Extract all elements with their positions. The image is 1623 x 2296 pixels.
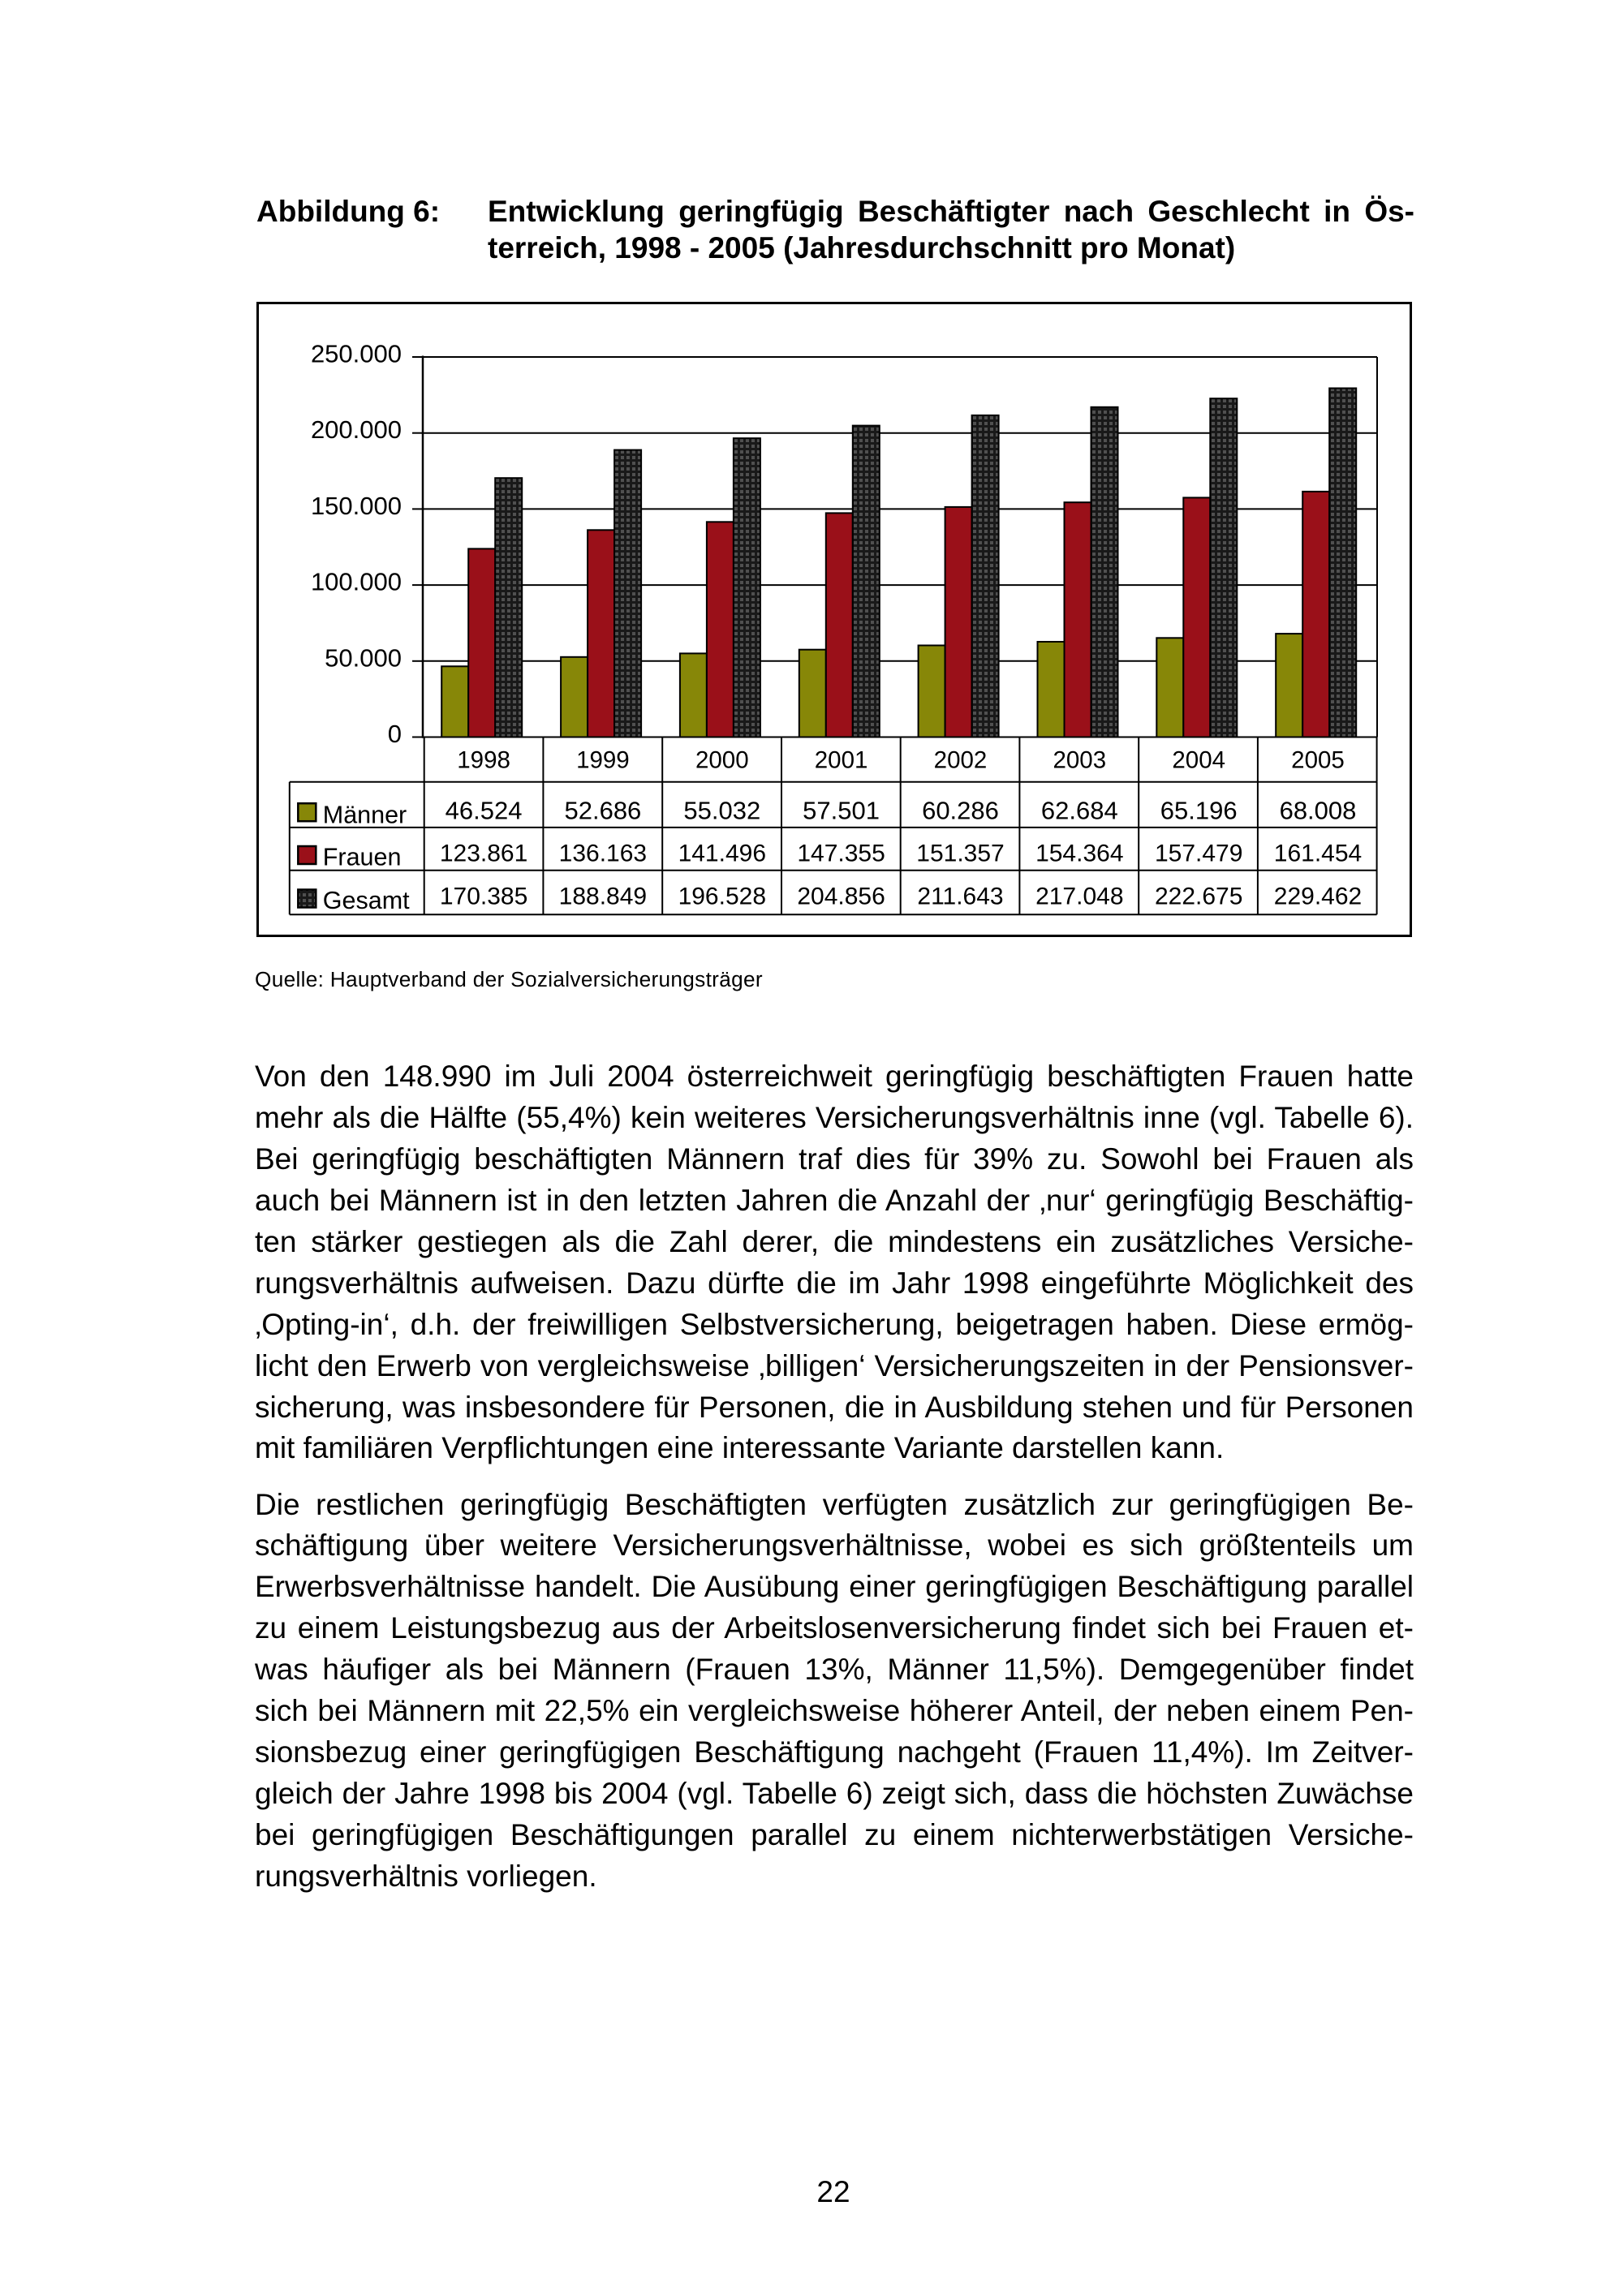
svg-text:0: 0 <box>388 720 402 748</box>
svg-text:52.686: 52.686 <box>564 796 641 824</box>
svg-text:68.008: 68.008 <box>1280 796 1357 824</box>
svg-text:60.286: 60.286 <box>922 796 999 824</box>
svg-text:150.000: 150.000 <box>311 492 402 520</box>
svg-text:154.364: 154.364 <box>1035 841 1123 867</box>
svg-text:136.163: 136.163 <box>559 841 647 867</box>
svg-text:57.501: 57.501 <box>803 796 880 824</box>
svg-text:55.032: 55.032 <box>683 796 760 824</box>
svg-text:2003: 2003 <box>1053 747 1106 774</box>
svg-text:170.385: 170.385 <box>440 884 527 910</box>
svg-text:123.861: 123.861 <box>440 841 527 867</box>
svg-text:65.196: 65.196 <box>1160 796 1238 824</box>
svg-text:1999: 1999 <box>576 747 630 774</box>
svg-text:100.000: 100.000 <box>311 568 402 596</box>
svg-text:62.684: 62.684 <box>1041 796 1118 824</box>
svg-text:211.643: 211.643 <box>917 884 1003 910</box>
svg-text:2000: 2000 <box>695 747 749 774</box>
svg-text:50.000: 50.000 <box>325 643 402 672</box>
svg-text:2002: 2002 <box>934 747 988 774</box>
svg-text:Gesamt: Gesamt <box>323 887 410 914</box>
svg-text:161.454: 161.454 <box>1274 841 1362 867</box>
svg-text:Frauen: Frauen <box>323 844 402 871</box>
svg-text:229.462: 229.462 <box>1274 884 1362 910</box>
svg-text:2005: 2005 <box>1291 747 1345 774</box>
svg-text:Männer: Männer <box>323 801 407 828</box>
svg-text:250.000: 250.000 <box>311 340 402 368</box>
svg-text:2004: 2004 <box>1172 747 1225 774</box>
svg-text:222.675: 222.675 <box>1155 884 1242 910</box>
svg-text:217.048: 217.048 <box>1035 884 1123 910</box>
svg-text:46.524: 46.524 <box>446 796 523 824</box>
svg-text:196.528: 196.528 <box>678 884 766 910</box>
svg-text:188.849: 188.849 <box>559 884 647 910</box>
svg-text:157.479: 157.479 <box>1155 841 1242 867</box>
svg-text:204.856: 204.856 <box>797 884 885 910</box>
svg-text:147.355: 147.355 <box>797 841 885 867</box>
svg-text:141.496: 141.496 <box>678 841 766 867</box>
svg-text:2001: 2001 <box>815 747 868 774</box>
svg-text:1998: 1998 <box>457 747 510 774</box>
svg-text:151.357: 151.357 <box>916 841 1004 867</box>
svg-text:200.000: 200.000 <box>311 415 402 444</box>
